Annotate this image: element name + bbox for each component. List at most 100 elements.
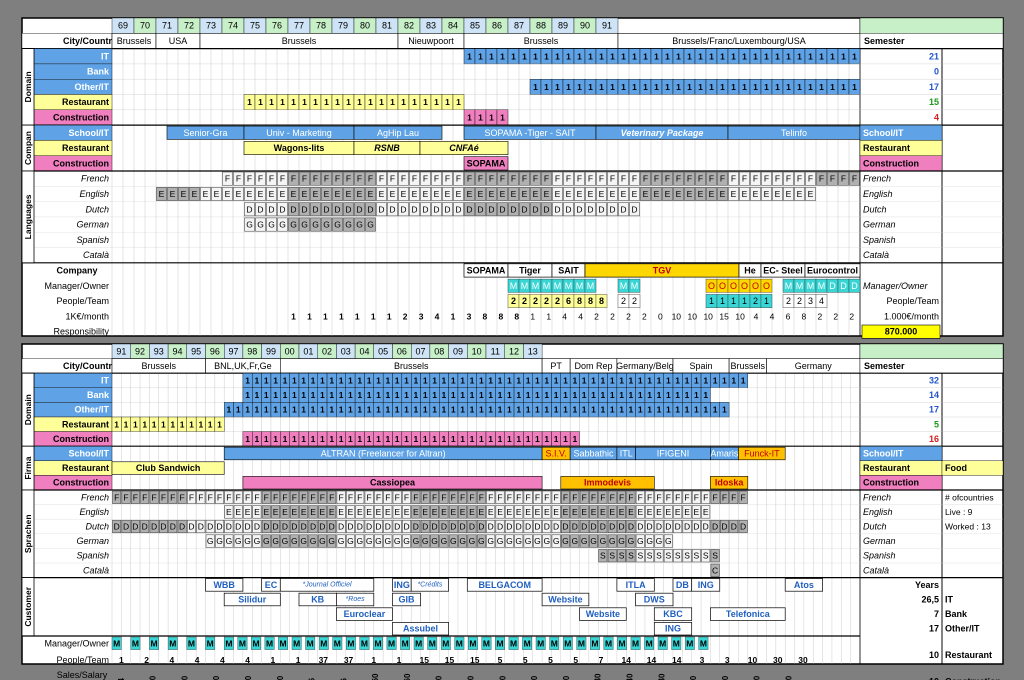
p1-lang-letter: F <box>247 174 252 184</box>
p2-manager-value: M <box>618 638 625 648</box>
p2-lang-letter: E <box>235 507 241 517</box>
p1-manager-value: M <box>543 281 551 291</box>
p2-years-domain-3: Restaurant <box>945 650 992 660</box>
p2-domain-value: 1 <box>647 405 652 415</box>
p2-lang-cell <box>476 534 486 548</box>
p1-lang-cell <box>508 187 519 201</box>
p2-year-08: 08 <box>434 346 444 356</box>
p1-lang-cell <box>706 187 717 201</box>
p1-lang-letter: E <box>192 189 198 199</box>
p2-lang-cell <box>402 519 411 534</box>
p2-manager-value: M <box>252 638 259 648</box>
p2-domain-label-3: Restaurant <box>62 419 109 429</box>
p2-domain-value: 1 <box>610 376 615 386</box>
p1-manager-value: O <box>752 281 759 291</box>
p1-lang-cell <box>189 187 200 201</box>
p2-lang-cell <box>355 519 365 534</box>
p1-lang-letter: E <box>808 189 814 199</box>
p2-domain-value: 1 <box>647 390 652 400</box>
p2-people-label: People/Team <box>56 655 109 665</box>
p2-people-value: 4 <box>245 655 250 665</box>
p1-lang-letter: E <box>269 189 275 199</box>
p2-lang-cell <box>233 505 243 519</box>
p2-domain-value: 1 <box>554 376 559 386</box>
p2-lang-cell <box>458 534 468 548</box>
p1-domain-label-2: Other/IT <box>74 82 109 92</box>
p2-lang-letter: F <box>217 492 222 502</box>
p2-lang-letter: E <box>460 507 466 517</box>
p2-domain-value: 1 <box>432 376 437 386</box>
p1-domain-value: 1 <box>379 97 384 107</box>
p2-lang-cell <box>420 519 430 534</box>
p1-domain-value: 1 <box>588 82 593 92</box>
p2-lang-cell <box>299 505 309 519</box>
p1-domain-value: 1 <box>764 51 769 61</box>
p1-people-value: 1 <box>742 296 747 306</box>
p2-lang-letter: F <box>142 492 147 502</box>
p2-manager-cell <box>495 636 505 650</box>
p1-company-label-0: School/IT <box>69 128 110 138</box>
p2-group-customer: Customer <box>23 586 33 626</box>
p1-lang-cell <box>475 171 486 186</box>
p1-lang-letter: F <box>753 174 758 184</box>
p1-company-name: RSNB <box>374 143 400 153</box>
p2-year-93: 93 <box>154 346 164 356</box>
p2-lang-cell <box>317 534 327 548</box>
p1-kmonth-value: 6 <box>786 311 791 321</box>
p1-kmonth-value: 2 <box>817 311 822 321</box>
p1-lang-cell <box>156 187 167 201</box>
p2-lang-cell <box>364 519 374 534</box>
p2-customer-0-2: *Journal Officiel <box>303 581 352 588</box>
p2-lang-letter: F <box>469 492 474 502</box>
p1-domain-value: 1 <box>247 97 252 107</box>
p2-lang-letter: F <box>647 492 652 502</box>
p2-manager-cell <box>291 636 302 650</box>
p2-lang-cell <box>327 490 337 504</box>
p1-lang-letter: F <box>665 174 670 184</box>
p2-lang-letter: G <box>665 536 672 546</box>
p1-lang-letter: E <box>467 189 473 199</box>
p2-people-value: 2 <box>144 655 149 665</box>
p2-lang-letter: F <box>170 492 175 502</box>
p2-lang-letter: E <box>376 507 382 517</box>
p2-manager-value: M <box>537 638 544 648</box>
p1-people-value: 2 <box>555 296 560 306</box>
p2-domain-value: 1 <box>591 376 596 386</box>
p2-sales-value: 70 <box>562 675 571 680</box>
p2-sales-value: 160 <box>371 673 380 680</box>
p1-domain-value: 1 <box>830 82 835 92</box>
p1-lang-letter: E <box>577 189 583 199</box>
p2-lang-cell <box>561 519 570 534</box>
p2-lang-cell <box>561 490 570 504</box>
p2-domain-value: 1 <box>385 434 390 444</box>
p1-people-value: 2 <box>797 296 802 306</box>
p2-lang-cell <box>121 490 131 504</box>
p2-lang-letter: G <box>347 536 354 546</box>
p2-lang-cell <box>196 519 206 534</box>
p2-domain-value: 1 <box>170 419 175 429</box>
p1-kmonth-value: 10 <box>735 311 745 321</box>
p1-lang-cell <box>376 187 387 201</box>
p2-manager-value: M <box>686 638 693 648</box>
p1-lang-cell <box>519 171 530 186</box>
p2-manager-cell <box>481 636 492 650</box>
p2-company-name: Amaris <box>710 449 739 459</box>
p1-lang-letter: E <box>159 189 165 199</box>
p2-manager-cell <box>237 636 248 650</box>
p2-lang-letter: F <box>161 492 166 502</box>
p2-company-box <box>242 476 543 490</box>
p1-manager-value: D <box>829 281 836 291</box>
p2-domain-value: 1 <box>376 390 381 400</box>
p1-lang-cell <box>805 171 816 186</box>
p2-domain-value: 1 <box>273 434 278 444</box>
p2-lang-cell <box>252 490 262 504</box>
p1-lang-letter: F <box>720 174 725 184</box>
p2-sales-label: Sales/Salary <box>57 670 108 680</box>
p2-manager-value: M <box>169 638 176 648</box>
p2-people-value: 15 <box>470 655 480 665</box>
p2-lang-cell <box>149 519 159 534</box>
p1-lang-letter: G <box>367 220 374 230</box>
p1-domain-value: 1 <box>852 82 857 92</box>
p2-lang-cell <box>280 534 290 548</box>
p2-lang-letter: D <box>357 522 363 532</box>
